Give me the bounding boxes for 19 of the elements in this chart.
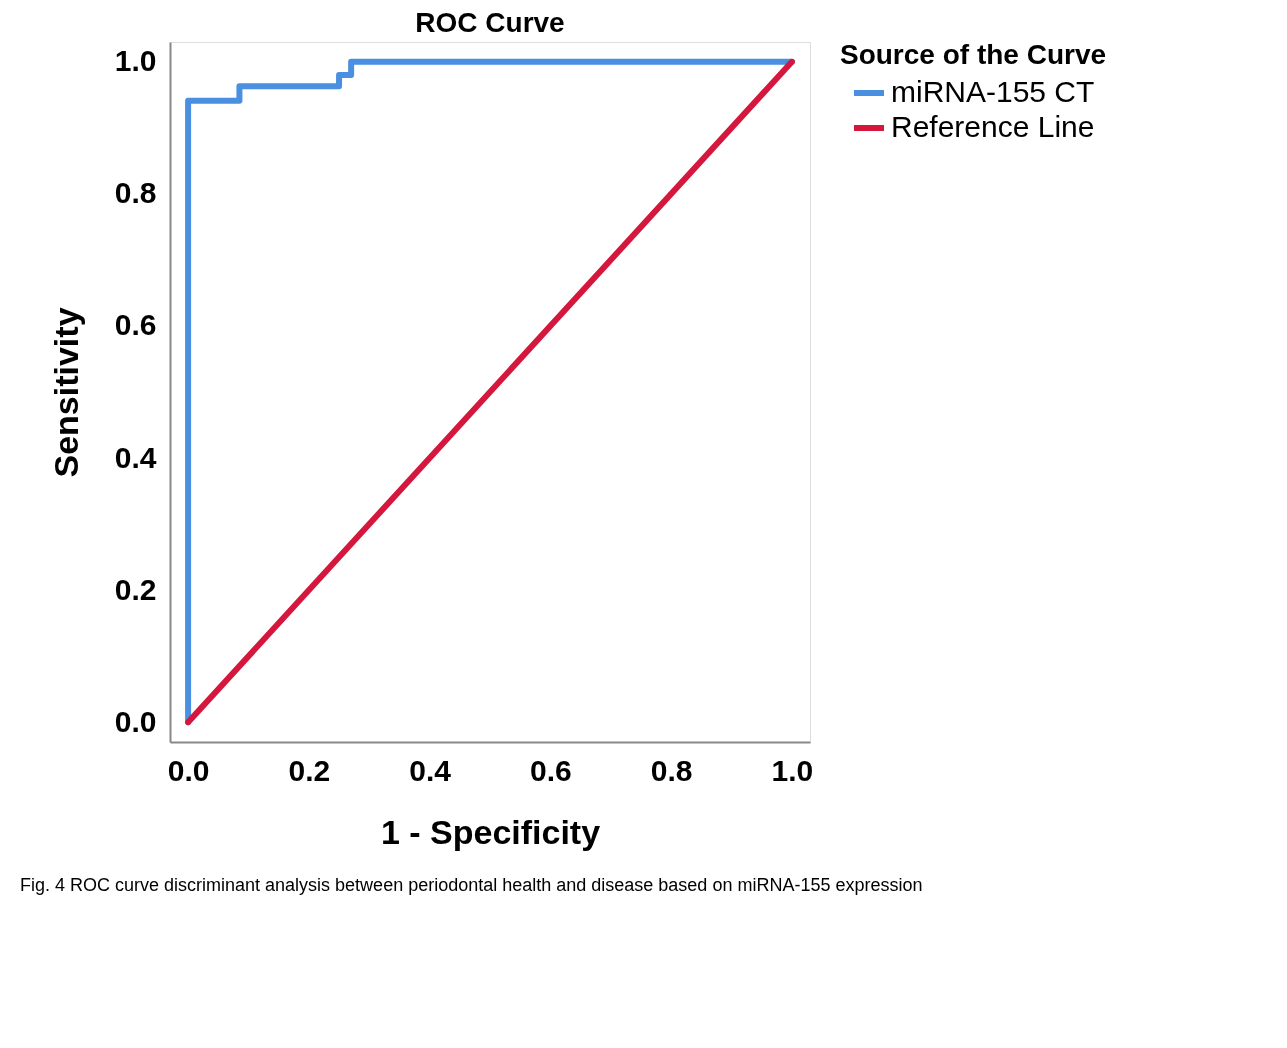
x-tick-label: 0.0 <box>167 753 210 787</box>
x-tick-label: 0.2 <box>288 753 331 787</box>
y-tick-label: 0.6 <box>114 308 157 342</box>
x-tick-label: 0.8 <box>650 753 693 787</box>
x-tick-label: 0.6 <box>530 753 572 787</box>
x-tick-label: 1.0 <box>771 753 814 787</box>
legend-label: miRNA-155 CT <box>891 75 1095 108</box>
y-tick-label: 0.2 <box>114 572 157 606</box>
legend-title: Source of the Curve <box>839 39 1107 70</box>
caption: Fig. 4 ROC curve discriminant analysis between periodontal health and disease based on miRNA-155 expression <box>20 875 923 895</box>
y-tick-label: 0.8 <box>114 176 157 210</box>
x-axis-title: 1 - Specificity <box>380 812 601 851</box>
y-tick-label: 0.0 <box>114 704 157 738</box>
chart-title: ROC Curve <box>415 7 565 38</box>
legend-label: Reference Line <box>891 110 1095 143</box>
y-tick-label: 0.4 <box>114 440 157 474</box>
y-axis-title: Sensitivity <box>46 307 85 478</box>
y-tick-label: 1.0 <box>114 44 157 78</box>
x-tick-label: 0.4 <box>409 753 452 787</box>
